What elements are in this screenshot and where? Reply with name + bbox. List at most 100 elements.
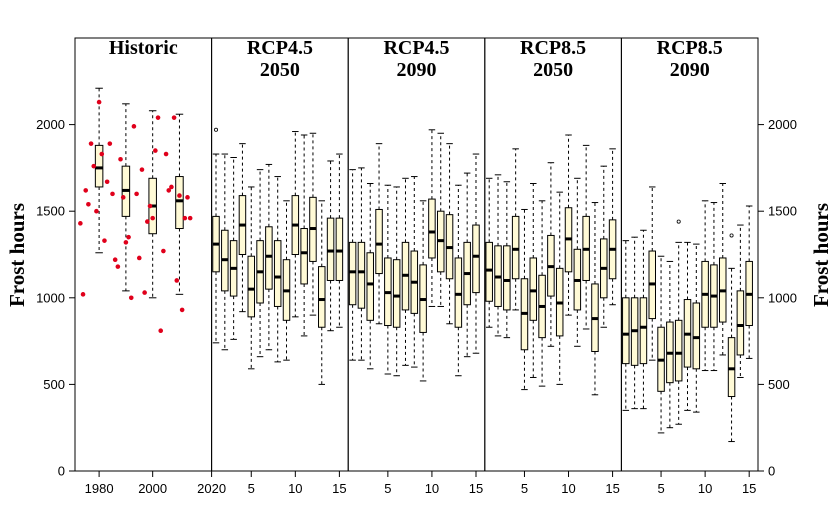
box bbox=[666, 260, 674, 429]
box-iqr bbox=[503, 245, 511, 311]
panel-frame bbox=[620, 37, 759, 472]
observed-point bbox=[136, 255, 142, 261]
box bbox=[291, 131, 300, 318]
observed-point bbox=[153, 148, 158, 153]
x-tick-label: 10 bbox=[561, 481, 575, 496]
observed-point bbox=[118, 156, 123, 162]
box-iqr bbox=[529, 257, 538, 321]
observed-point bbox=[120, 195, 126, 200]
observed-point bbox=[166, 188, 172, 193]
observed-point bbox=[126, 234, 131, 240]
box bbox=[472, 153, 480, 354]
box-iqr bbox=[639, 297, 648, 365]
observed-point bbox=[142, 290, 147, 295]
outlier-point bbox=[676, 219, 681, 224]
box-iqr bbox=[366, 252, 374, 321]
box bbox=[745, 205, 753, 359]
observed-point bbox=[86, 201, 91, 207]
box bbox=[674, 241, 683, 425]
box bbox=[221, 153, 229, 351]
box bbox=[520, 208, 529, 391]
observed-point bbox=[94, 208, 99, 214]
box bbox=[238, 143, 247, 313]
box bbox=[94, 87, 104, 254]
observed-point bbox=[134, 191, 139, 197]
box bbox=[718, 182, 727, 356]
x-tick-label: 5 bbox=[248, 481, 255, 496]
observed-point bbox=[171, 115, 177, 120]
observed-point bbox=[139, 167, 145, 172]
box bbox=[392, 186, 401, 377]
observed-point bbox=[123, 240, 129, 245]
box bbox=[529, 182, 538, 378]
observed-point bbox=[107, 141, 113, 146]
box bbox=[335, 153, 344, 328]
y-tick-label-right: 0 bbox=[768, 464, 775, 479]
box-iqr bbox=[273, 240, 282, 307]
box-iqr bbox=[94, 144, 104, 188]
box bbox=[309, 132, 317, 316]
panel-title: RCP4.5 bbox=[383, 37, 449, 59]
box-iqr bbox=[335, 217, 344, 281]
box bbox=[282, 200, 291, 361]
observed-point bbox=[155, 115, 161, 120]
box bbox=[683, 241, 692, 411]
box-iqr bbox=[175, 176, 184, 230]
box bbox=[445, 143, 454, 325]
box bbox=[591, 202, 599, 396]
box bbox=[608, 148, 617, 306]
x-tick-label: 10 bbox=[288, 481, 302, 496]
box bbox=[710, 202, 718, 372]
y-axis-label-left: Frost hours bbox=[5, 203, 29, 307]
panel-1: Historic 1980 2000 2020 bbox=[74, 37, 226, 496]
y-tick-label-right: 1000 bbox=[768, 290, 797, 305]
x-tick-label: 10 bbox=[425, 481, 439, 496]
box bbox=[229, 157, 238, 340]
y-axis-label-right: Frost hours bbox=[809, 203, 833, 307]
box bbox=[384, 184, 392, 375]
box-iqr bbox=[622, 297, 630, 365]
box bbox=[485, 177, 493, 328]
observed-point bbox=[115, 264, 121, 269]
x-tick-label: 15 bbox=[605, 481, 619, 496]
observed-point bbox=[179, 307, 185, 313]
y-tick-label-right: 500 bbox=[768, 377, 790, 392]
x-tick-label: 15 bbox=[742, 481, 756, 496]
x-tick-label: 5 bbox=[657, 481, 664, 496]
observed-point bbox=[91, 163, 97, 169]
observed-point bbox=[174, 278, 180, 283]
box bbox=[701, 200, 709, 372]
x-tick-label: 1980 bbox=[85, 481, 114, 496]
observed-point bbox=[128, 295, 134, 301]
observed-point bbox=[88, 141, 94, 146]
box-iqr bbox=[428, 198, 436, 259]
box-iqr bbox=[318, 266, 326, 328]
box-iqr bbox=[511, 215, 520, 280]
right-y-axis: 0 500 1000 1500 2000 bbox=[758, 117, 797, 479]
box bbox=[428, 129, 436, 307]
box bbox=[648, 186, 656, 361]
observed-point bbox=[177, 193, 182, 198]
box bbox=[348, 169, 357, 361]
box bbox=[463, 172, 471, 358]
y-tick-label-left: 500 bbox=[43, 377, 65, 392]
box-iqr bbox=[674, 319, 683, 382]
x-tick-label: 2000 bbox=[138, 481, 167, 496]
y-tick-label-right: 2000 bbox=[768, 117, 797, 132]
panel-title: Historic bbox=[109, 37, 178, 59]
box-iqr bbox=[736, 290, 745, 356]
box bbox=[657, 255, 665, 434]
box-iqr bbox=[326, 217, 335, 281]
box bbox=[630, 236, 639, 410]
box bbox=[727, 267, 736, 443]
box bbox=[247, 186, 256, 370]
observed-point bbox=[150, 215, 155, 221]
box-iqr bbox=[485, 241, 493, 302]
observed-point bbox=[80, 292, 86, 297]
box-iqr bbox=[247, 255, 256, 318]
panel-title: 2050 bbox=[260, 59, 300, 81]
